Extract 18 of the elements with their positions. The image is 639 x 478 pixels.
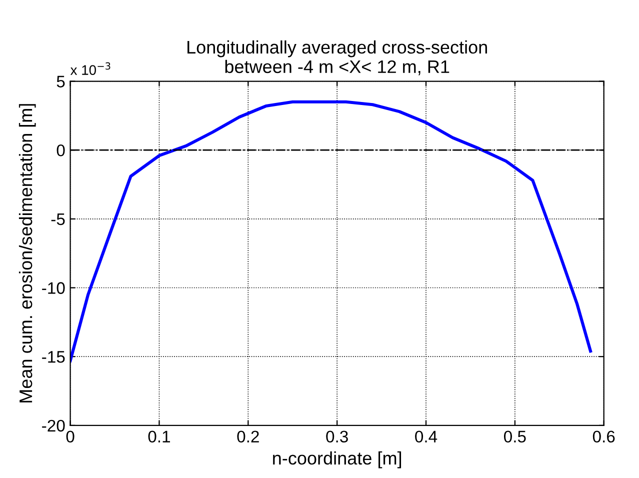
- y-axis-title: Mean cum. erosion/sedimentation [m]: [18, 104, 36, 402]
- x-tick-label: 0.2: [237, 430, 259, 443]
- y-tick-label: -20: [42, 420, 65, 432]
- x-tick-label: 0: [66, 430, 74, 443]
- x-tick-label: 0.1: [148, 430, 170, 443]
- chart-title: Longitudinally averaged cross-section between -4 m <X< 12 m, R1: [188, 40, 487, 76]
- y-tick-label: 5: [56, 76, 65, 88]
- text: x 10$^{−3}$: [70, 62, 110, 75]
- x-tick-label: 0.3: [326, 430, 348, 443]
- line-series: [70, 100, 592, 362]
- y-tick-label: -15: [42, 351, 65, 363]
- x-axis-title: n-coordinate [m]: [273, 451, 402, 468]
- x-tick-label: 0.6: [592, 430, 615, 443]
- x-tick-label: 0.5: [504, 430, 526, 443]
- y-tick-label: -10: [42, 282, 65, 294]
- y-tick-label: -5: [51, 213, 65, 226]
- x-tick-label: 0.4: [415, 430, 438, 443]
- y-tick-label: 0: [56, 144, 65, 156]
